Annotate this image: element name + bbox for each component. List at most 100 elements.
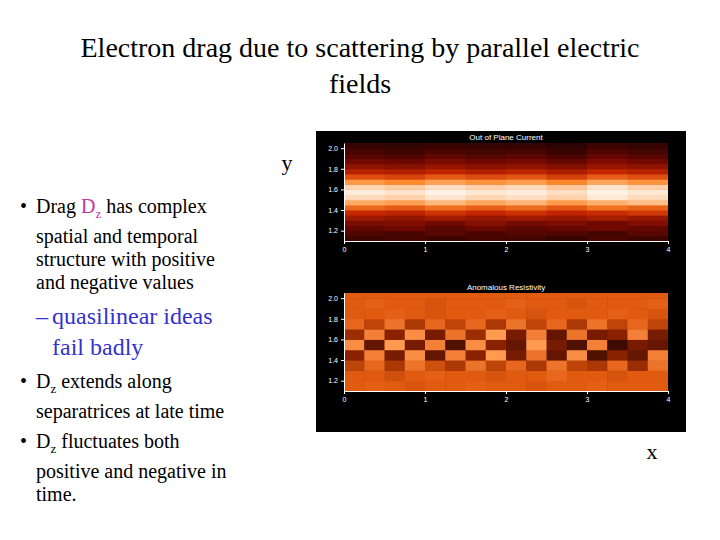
- heatmap-cell: [466, 360, 487, 371]
- heatmap-cell: [547, 184, 588, 190]
- tick: 1: [424, 241, 428, 253]
- heatmap-cell: [445, 381, 466, 391]
- tick: 1.8: [328, 166, 344, 173]
- heatmap-cell: [425, 329, 446, 340]
- heatmap-cell: [587, 158, 628, 164]
- heatmap-cell: [628, 158, 669, 164]
- panel-title: Out of Plane Current: [469, 133, 543, 142]
- tick-mark: [344, 391, 345, 394]
- tick: 1.2: [328, 377, 344, 384]
- heatmap-cell: [364, 308, 385, 319]
- bullet-line: Dz fluctuates both: [36, 430, 310, 460]
- heatmap-cell: [466, 153, 507, 159]
- slide-title: Electron drag due to scattering by paral…: [70, 30, 650, 102]
- heatmap-cell: [425, 298, 446, 309]
- heatmap-cell: [385, 293, 406, 299]
- heatmap-cell: [526, 293, 547, 299]
- tick-label: 1.2: [328, 227, 338, 234]
- tick-mark: [668, 391, 669, 394]
- heatmap-cell: [547, 231, 588, 237]
- heatmap-cell: [425, 236, 466, 241]
- heatmap-cell: [445, 370, 466, 381]
- heatmap-cell: [547, 210, 588, 216]
- heatmap-cell: [526, 329, 547, 340]
- heatmap-cell: [385, 226, 426, 232]
- heatmap-cell: [506, 164, 547, 170]
- tick: 4: [667, 241, 671, 253]
- tick-mark: [341, 148, 344, 149]
- heatmap-cell: [587, 339, 608, 350]
- bullet: •Drag Dz has complexspatial and temporal…: [20, 195, 310, 294]
- tick-mark: [341, 360, 344, 361]
- y-label: y: [282, 150, 293, 175]
- text-run: separatrices at late time: [36, 400, 224, 422]
- heatmap-cell: [344, 339, 365, 350]
- heatmap-cell: [405, 381, 426, 391]
- heatmap-cell: [526, 339, 547, 350]
- heatmap-cell: [547, 329, 568, 340]
- text-run: fail badly: [52, 334, 143, 360]
- heatmap-cell: [486, 298, 507, 309]
- tick: 2: [505, 391, 509, 403]
- tick-label: 2.0: [328, 295, 338, 302]
- heatmap-cell: [344, 360, 365, 371]
- heatmap-cell: [466, 220, 507, 226]
- heatmap-cell: [506, 236, 547, 241]
- heatmap-cell: [385, 220, 426, 226]
- heatmap-cell: [547, 179, 588, 185]
- heatmap-cell: [547, 205, 588, 211]
- bullet-line: Drag Dz has complex: [36, 195, 310, 225]
- figure-layer: yxOut of Plane Current1.21.41.61.82.0012…: [0, 0, 720, 540]
- heatmap-cell: [425, 339, 446, 350]
- bullet: •Dz fluctuates bothpositive and negative…: [20, 430, 310, 506]
- tick: 2.0: [328, 295, 344, 302]
- heatmap-cell: [648, 360, 668, 371]
- heatmap-cell: [425, 195, 466, 201]
- heatmap-cell: [486, 381, 507, 391]
- heatmap-cell: [344, 143, 385, 149]
- tick-label: 1.8: [328, 316, 338, 323]
- heatmap-cell: [628, 370, 649, 381]
- heatmap-cell: [628, 381, 649, 391]
- heatmap-cell: [385, 231, 426, 237]
- x-axis: 01234: [343, 241, 671, 253]
- heatmap-cell: [466, 231, 507, 237]
- heatmap-cell: [466, 215, 507, 221]
- heatmap-cell: [587, 220, 628, 226]
- heatmap-cell: [587, 164, 628, 170]
- heatmap-cell: [628, 339, 649, 350]
- axis-line: [344, 294, 345, 392]
- heatmap-cell: [628, 236, 669, 241]
- heatmap-cell: [648, 329, 668, 340]
- heatmap-cell: [466, 174, 507, 180]
- heatmap-cell: [607, 319, 628, 330]
- heatmap-cell: [567, 329, 588, 340]
- text-run: D: [36, 370, 50, 392]
- heatmap-cell: [526, 308, 547, 319]
- heatmap-cell: [486, 329, 507, 340]
- heatmap-cell: [547, 220, 588, 226]
- heatmap-cell: [466, 210, 507, 216]
- heatmap-cell: [648, 381, 668, 391]
- x-label: x: [647, 439, 658, 464]
- tick-label: 2.0: [328, 145, 338, 152]
- tick-mark: [341, 319, 344, 320]
- tick-mark: [341, 169, 344, 170]
- heatmap-cell: [587, 350, 608, 361]
- bullet: –quasilinear ideasfail badly: [20, 301, 310, 363]
- tick: 1.6: [328, 336, 344, 343]
- tick-mark: [506, 391, 507, 394]
- text-run: fluctuates both: [56, 430, 179, 452]
- heatmap-cell: [648, 293, 668, 299]
- heatmap-cell: [547, 370, 568, 381]
- heatmap-cell: [587, 184, 628, 190]
- heatmap-cell: [587, 293, 608, 299]
- heatmap-cell: [385, 158, 426, 164]
- text-run: and negative values: [36, 271, 194, 293]
- heatmap-cell: [648, 319, 668, 330]
- heatmap-cell: [344, 179, 385, 185]
- heatmap-cell: [425, 205, 466, 211]
- heatmap-cell: [628, 179, 669, 185]
- heatmap-cell: [344, 158, 385, 164]
- heatmap-cell: [628, 215, 669, 221]
